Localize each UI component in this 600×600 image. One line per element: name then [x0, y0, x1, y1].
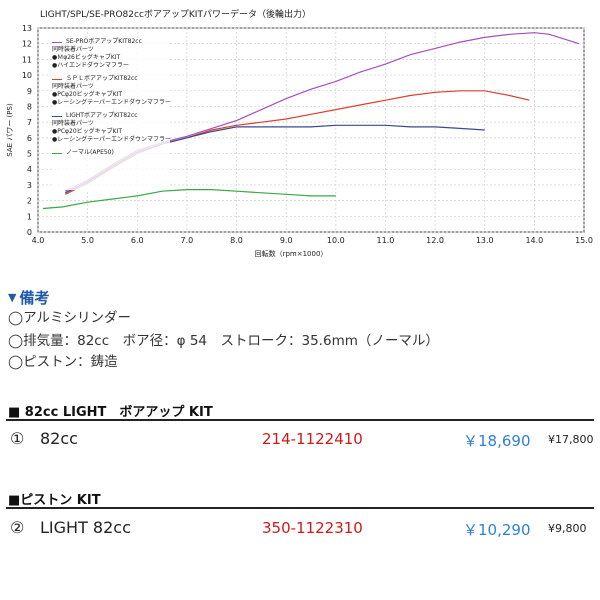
legend-swatch-se-pro — [52, 41, 62, 43]
legend-swatch-spl — [52, 78, 62, 80]
legend-label: ノーマル(APE50) — [66, 149, 114, 156]
y-tick-label: 3 — [27, 181, 32, 190]
x-tick-label: 13.0 — [476, 236, 494, 245]
legend-entry-spl: ＳＰＬボアアップKIT82cc 同時装着パーツ ●PCφ20ビッグキャブKIT … — [52, 75, 172, 107]
item-part-number: 350-1122310 — [262, 519, 363, 537]
legend-detail: ●ハイエンドダウンマフラー — [52, 62, 130, 69]
section-title-boreup-kit: ■ 82cc LIGHT ボアアップ KIT — [8, 405, 213, 420]
row-divider — [6, 419, 594, 421]
legend-detail: 同時装着パーツ — [52, 120, 94, 127]
legend-entry-light: LIGHTボアアップKIT82cc 同時装着パーツ ●PCφ20ビッグキャブKI… — [52, 112, 172, 144]
legend-detail: ●PCφ20ビッグキャブKIT — [52, 91, 123, 98]
product-row: ② LIGHT 82cc 350-1122310 ￥10,290 ¥9,800 — [0, 507, 600, 539]
note-line: ◯ピストン：鋳造 — [8, 354, 118, 370]
item-price-tax-ex: ¥9,800 — [548, 522, 587, 535]
legend-swatch-light — [52, 115, 62, 117]
x-tick-label: 5.0 — [81, 236, 94, 245]
row-divider — [6, 507, 594, 509]
x-tick-label: 12.0 — [426, 236, 444, 245]
x-tick-label: 10.0 — [327, 236, 345, 245]
legend-entry-normal: ノーマル(APE50) — [52, 149, 170, 157]
item-price-tax-in: ￥18,690 — [463, 432, 531, 450]
x-tick-label: 14.0 — [525, 236, 543, 245]
note-line: ◯アルミシリンダー — [8, 310, 131, 326]
y-tick-label: 10 — [22, 71, 32, 80]
y-tick-label: 9 — [27, 87, 32, 96]
chart-title: LIGHT/SPL/SE-PRO82ccボアアップKITパワーデータ（後輪出力） — [40, 8, 311, 20]
section-title-piston-kit: ■ピストン KIT — [8, 493, 101, 508]
x-tick-label: 4.0 — [32, 236, 45, 245]
note-line: ◯排気量：82cc ボア径：φ 54 ストローク：35.6mm（ノーマル） — [8, 333, 439, 349]
legend-label: ＳＰＬボアアップKIT82cc — [66, 75, 138, 82]
y-tick-label: 2 — [27, 197, 32, 206]
legend-detail: ●レーシングテーパーエンドダウンマフラー — [52, 136, 172, 143]
y-tick-label: 11 — [22, 55, 32, 64]
legend-detail: ●Ｍφ26ビッグキャブKIT — [52, 54, 121, 61]
item-name: 82cc — [40, 429, 78, 448]
legend-swatch-normal — [52, 152, 62, 154]
y-tick-label: 0 — [27, 228, 32, 237]
item-part-number: 214-1122410 — [262, 430, 363, 448]
item-price-tax-in: ￥10,290 — [463, 521, 531, 539]
legend-label: LIGHTボアアップKIT82cc — [66, 112, 138, 119]
item-price-tax-ex: ¥17,800 — [548, 433, 594, 446]
item-name: LIGHT 82cc — [40, 518, 131, 537]
legend-label: SE-PROボアアップKIT82cc — [66, 38, 142, 45]
notes-heading-text: 備考 — [19, 289, 50, 307]
y-tick-label: 1 — [27, 212, 32, 221]
legend-detail: ●PCφ20ビッグキャブKIT — [52, 128, 123, 135]
y-tick-label: 5 — [27, 150, 32, 159]
series-line-3 — [42, 189, 336, 210]
y-tick-label: 4 — [27, 165, 32, 174]
legend-detail: 同時装着パーツ — [52, 46, 94, 53]
legend-detail: 同時装着パーツ — [52, 83, 94, 90]
x-tick-label: 8.0 — [230, 236, 243, 245]
x-tick-label: 9.0 — [280, 236, 293, 245]
product-row: ① 82cc 214-1122410 ￥18,690 ¥17,800 — [0, 419, 600, 450]
x-tick-label: 11.0 — [377, 236, 395, 245]
triangle-down-icon: ▼ — [8, 291, 17, 304]
y-tick-label: 8 — [27, 102, 32, 111]
chart-legend: SE-PROボアアップKIT82cc 同時装着パーツ ●Ｍφ26ビッグキャブKI… — [52, 38, 172, 190]
y-tick-label: 7 — [27, 118, 32, 127]
notes-heading: ▼ 備考 — [8, 287, 49, 308]
x-tick-label: 7.0 — [181, 236, 194, 245]
y-axis-label: SAE パワー (PS) — [6, 103, 14, 157]
x-tick-label: 6.0 — [131, 236, 144, 245]
item-number: ② — [10, 518, 25, 537]
x-tick-label: 15.0 — [575, 236, 593, 245]
legend-entry-se-pro: SE-PROボアアップKIT82cc 同時装着パーツ ●Ｍφ26ビッグキャブKI… — [52, 38, 170, 70]
y-tick-label: 13 — [22, 24, 32, 33]
y-tick-label: 6 — [27, 134, 32, 143]
y-tick-label: 12 — [22, 40, 32, 49]
x-axis-label: 回転数（rpm×1000） — [255, 249, 328, 258]
item-number: ① — [10, 429, 25, 448]
legend-detail: ●レーシングテーパーエンドダウンマフラー — [52, 99, 172, 106]
power-chart: LIGHT/SPL/SE-PRO82ccボアアップKITパワーデータ（後輪出力）… — [0, 0, 600, 262]
